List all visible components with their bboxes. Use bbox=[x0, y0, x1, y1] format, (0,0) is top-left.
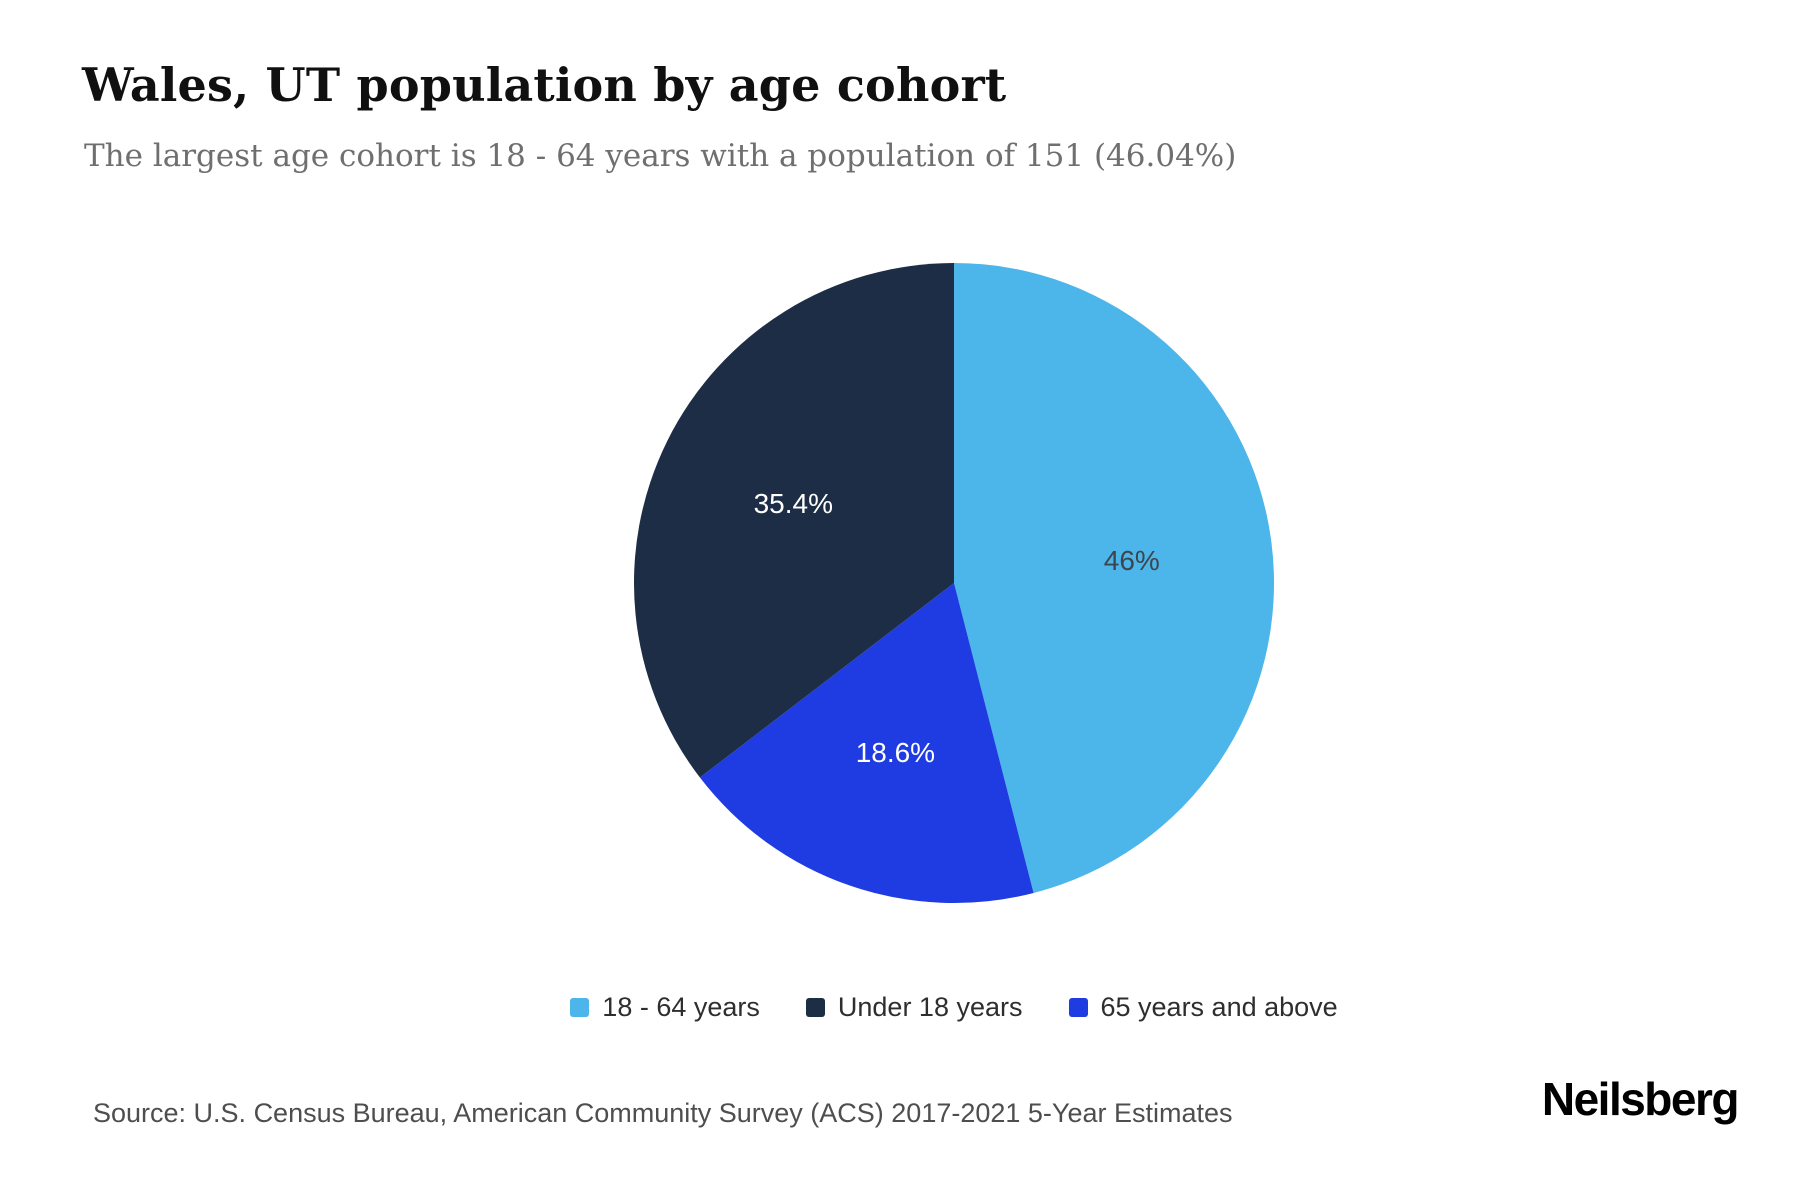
legend-swatch-under-18-years bbox=[805, 998, 825, 1017]
pie-slice-label-under-18-years: 35.4% bbox=[754, 488, 833, 519]
pie-slice-under-18-years[interactable] bbox=[633, 263, 954, 778]
chart-legend: 18 - 64 years Under 18 years 65 years and … bbox=[104, 992, 1800, 1023]
legend-label: 18 - 64 years bbox=[602, 992, 760, 1022]
chart-title: Wales, UT population by age cohort bbox=[82, 58, 1007, 112]
chart-subtitle: The largest age cohort is 18 - 64 years … bbox=[84, 138, 1237, 174]
pie-slice-label-65-years-and-above: 18.6% bbox=[856, 737, 935, 768]
legend-item-18-64-years[interactable]: 18 - 64 years bbox=[570, 992, 760, 1023]
source-text: Source: U.S. Census Bureau, American Com… bbox=[93, 1098, 1233, 1128]
pie-chart-svg: 46% 18.6% 35.4% bbox=[633, 263, 1275, 904]
legend-swatch-65-years-and-above bbox=[1068, 998, 1088, 1017]
brand-logo: Neilsberg bbox=[1541, 1073, 1740, 1125]
pie-slice-65-years-and-above[interactable] bbox=[699, 583, 1034, 904]
legend-swatch-18-64-years bbox=[570, 998, 590, 1017]
legend-item-under-18-years[interactable]: Under 18 years bbox=[805, 992, 1023, 1023]
pie-chart: 46% 18.6% 35.4% bbox=[629, 258, 1279, 908]
legend-label: Under 18 years bbox=[837, 992, 1023, 1022]
pie-slice-label-18-64-years: 46% bbox=[1104, 545, 1160, 576]
legend-item-65-years-and-above[interactable]: 65 years and above bbox=[1068, 992, 1338, 1023]
legend-label: 65 years and above bbox=[1100, 992, 1338, 1022]
pie-slice-18-64-years[interactable] bbox=[954, 263, 1275, 893]
